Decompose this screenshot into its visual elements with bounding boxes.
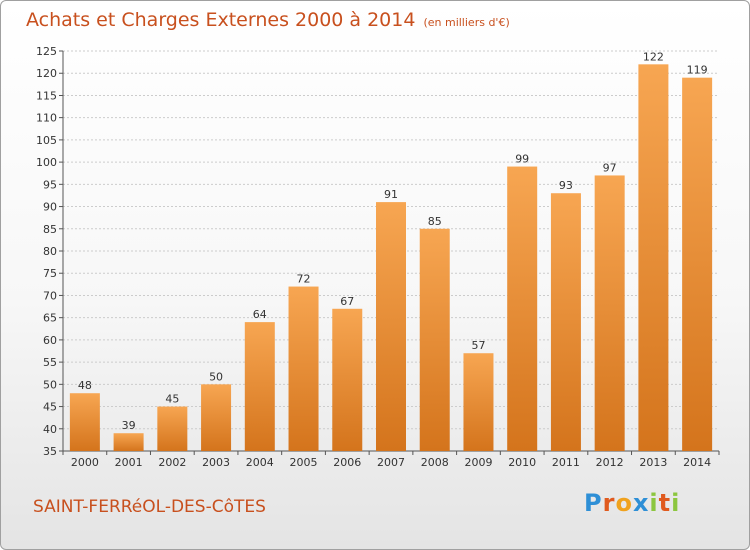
x-tick-label-2007: 2007 [377,456,405,469]
y-tick-label: 115 [36,89,57,102]
bar-2006 [332,308,363,451]
y-tick-label: 90 [43,201,57,214]
y-tick-label: 40 [43,423,57,436]
commune-name: SAINT-FERRéOL-DES-CôTES [33,497,266,517]
y-tick-label: 35 [43,445,57,458]
value-label-2008: 85 [428,215,442,228]
x-tick-label-2011: 2011 [552,456,580,469]
bar-2009 [463,353,494,451]
value-label-2013: 122 [643,50,664,63]
bar-2001 [113,433,144,451]
x-tick-label-2014: 2014 [683,456,711,469]
value-label-2000: 48 [78,379,92,392]
y-tick-label: 45 [43,401,57,414]
bar-2014 [682,77,713,452]
y-axis: 35 40 45 50 55 60 65 70 75 80 85 90 95 100 105 110 115 12… [36,45,57,458]
y-tick-label: 60 [43,334,57,347]
value-label-2005: 72 [297,273,311,286]
logo-letter: o [615,489,633,517]
y-tick-label: 85 [43,223,57,236]
proxiti-logo: Proxiti [584,489,680,517]
bar-2004 [244,322,275,451]
y-tick-label: 75 [43,267,57,280]
value-label-2003: 50 [209,370,223,383]
y-tick-label: 105 [36,134,57,147]
bar-2007 [376,202,406,451]
bar-2010 [507,166,538,452]
chart-title: Achats et Charges Externes 2000 à 2014 (e… [26,9,510,31]
value-label-2012: 97 [603,161,617,174]
x-tick-label-2002: 2002 [158,456,186,469]
logo-letter: r [602,489,616,517]
bar-2003 [201,384,232,451]
x-tick-label-2009: 2009 [464,456,492,469]
chart-title-text: Achats et Charges Externes 2000 à 2014 [26,9,416,31]
y-tick-label: 110 [36,112,57,125]
bar-2002 [157,406,188,451]
value-label-2007: 91 [384,188,398,201]
value-label-2002: 45 [165,393,179,406]
bar-2013 [638,64,669,452]
x-tick-label-2001: 2001 [115,456,143,469]
y-tick-label: 95 [43,178,57,191]
value-label-2014: 119 [687,64,708,77]
bar-2000 [69,393,100,451]
bar-2005 [288,286,319,451]
y-tick-label: 125 [36,45,57,58]
logo-letter: t [658,489,672,517]
y-tick-label: 120 [36,67,57,80]
bars [69,64,713,452]
value-label-2009: 57 [471,339,485,352]
bar-2008 [419,228,450,451]
logo-letter: i [649,489,659,517]
x-tick-label-2010: 2010 [508,456,536,469]
x-tick-label-2012: 2012 [596,456,624,469]
value-label-2004: 64 [253,308,267,321]
chart-unit: (en milliers d'€) [423,16,510,29]
value-label-2006: 67 [340,295,354,308]
logo-letter: x [632,489,650,517]
bar-2011 [550,193,581,451]
y-tick-label: 65 [43,312,57,325]
x-tick-label-2005: 2005 [290,456,318,469]
x-tick-label-2003: 2003 [202,456,230,469]
logo-letter: P [584,489,603,517]
y-tick-label: 80 [43,245,57,258]
x-tick-label-2008: 2008 [421,456,449,469]
x-tick-label-2013: 2013 [639,456,667,469]
y-tick-label: 50 [43,378,57,391]
y-tick-label: 100 [36,156,57,169]
logo-letter: i [671,489,681,517]
x-tick-label-2000: 2000 [71,456,99,469]
bar-2012 [594,175,625,451]
value-label-2010: 99 [515,153,529,166]
x-tick-label-2006: 2006 [333,456,361,469]
value-labels: 48 39 45 50 64 72 67 91 85 57 99 93 97 122 119 [78,50,708,432]
y-tick-label: 70 [43,289,57,302]
value-label-2011: 93 [559,179,573,192]
value-label-2001: 39 [122,419,136,432]
y-tick-label: 55 [43,356,57,369]
x-axis: 2000 2001 2002 2003 2004 2005 2006 2007 2008 2009… [62,451,720,469]
x-tick-label-2004: 2004 [246,456,274,469]
